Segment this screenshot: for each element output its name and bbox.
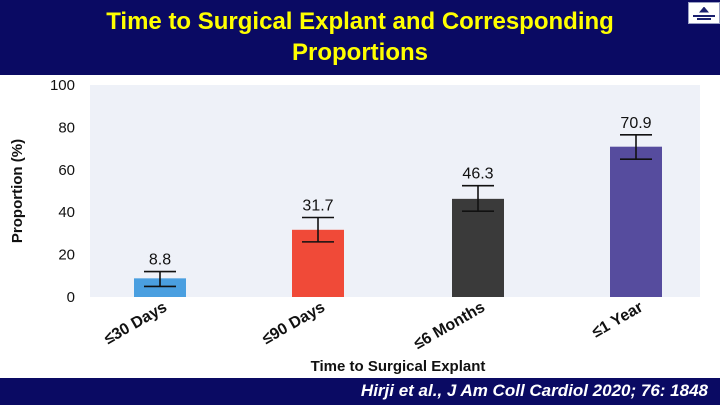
data-label: 46.3 — [462, 166, 493, 183]
data-label: 31.7 — [302, 198, 333, 215]
bar — [452, 198, 504, 297]
plot-area — [90, 85, 700, 297]
bar-chart: Proportion (%) Time to Surgical Explant … — [9, 77, 700, 375]
y-tick-label: 60 — [58, 162, 75, 179]
bar — [610, 146, 662, 297]
logo-bar — [693, 14, 715, 17]
slide-title-line-1: Time to Surgical Explant and Correspondi… — [106, 8, 614, 35]
institution-logo-icon — [688, 2, 720, 24]
x-axis-title: Time to Surgical Explant — [311, 358, 486, 375]
y-tick-label: 100 — [50, 77, 75, 94]
citation-text: Hirji et al., J Am Coll Cardiol 2020; 76… — [360, 381, 708, 400]
bar — [134, 278, 186, 297]
y-tick-label: 40 — [58, 204, 75, 221]
y-axis-ticks: 0 20 40 60 80 100 — [50, 77, 75, 306]
y-tick-label: 20 — [58, 247, 75, 264]
data-label: 70.9 — [620, 115, 651, 132]
x-tick-label: ≤1 Year — [589, 299, 646, 342]
data-label: 8.8 — [149, 252, 171, 269]
y-axis-title: Proportion (%) — [9, 139, 26, 243]
bars-group: 8.8 31.7 46.3 70.9 — [134, 115, 662, 297]
y-tick-label: 0 — [67, 289, 75, 306]
citation-bar: Hirji et al., J Am Coll Cardiol 2020; 76… — [0, 378, 720, 405]
slide-title-line-2: Proportions — [292, 39, 428, 66]
logo-bar — [697, 17, 711, 20]
x-tick-label: ≤6 Months — [411, 299, 488, 353]
x-axis-categories: ≤30 Days ≤90 Days ≤6 Months ≤1 Year — [102, 299, 646, 353]
logo-mark — [699, 6, 709, 13]
title-banner: Time to Surgical Explant and Correspondi… — [0, 0, 720, 75]
slide-title: Time to Surgical Explant and Correspondi… — [40, 6, 680, 68]
y-tick-label: 80 — [58, 119, 75, 136]
x-tick-label: ≤30 Days — [102, 299, 171, 348]
x-tick-label: ≤90 Days — [260, 299, 329, 348]
